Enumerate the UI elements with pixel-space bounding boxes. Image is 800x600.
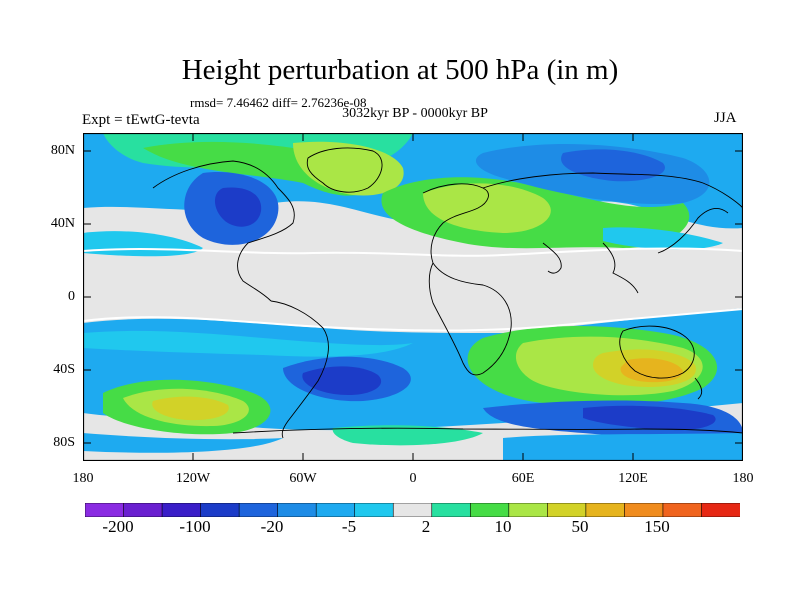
colorbar-label: 2 [421, 517, 431, 536]
coastlines [152, 147, 743, 439]
lat-tick-80s: 80S [53, 435, 75, 450]
lon-tick-180w: 180 [72, 471, 94, 486]
colorbar-swatch [508, 503, 548, 517]
colorbar-swatch [315, 503, 356, 517]
plot-title: Height perturbation at 500 hPa (in m) [181, 54, 619, 86]
colorbar [85, 503, 740, 517]
colorbar-swatch [85, 503, 125, 517]
colorbar-label: 10 [494, 517, 512, 536]
stats-line: rmsd= 7.46462 diff= 2.76236e-08 [190, 95, 367, 110]
lat-tick-40s: 40S [53, 362, 75, 377]
colorbar-swatch [431, 503, 471, 517]
colorbar-label: -5 [341, 517, 357, 536]
colorbar-swatch [701, 503, 740, 517]
lon-tick-60w: 60W [289, 471, 317, 486]
colorbar-swatch [354, 503, 394, 517]
colorbar-swatch [624, 503, 664, 517]
colorbar-swatch [238, 503, 279, 517]
colorbar-swatch [662, 503, 703, 517]
colorbar-swatch [161, 503, 202, 517]
contour-fields [83, 133, 743, 461]
colorbar-swatch [123, 503, 163, 517]
lat-tick-40n: 40N [50, 216, 75, 231]
lat-tick-0: 0 [68, 289, 75, 304]
colorbar-swatch [200, 503, 240, 517]
colorbar-swatch [547, 503, 587, 517]
experiment-label: Expt = tEwtG-tevta [82, 112, 200, 128]
lon-tick-120e: 120E [618, 471, 648, 486]
lon-tick-180e: 180 [732, 471, 754, 486]
colorbar-swatch [392, 503, 433, 517]
colorbar-label: -200 [102, 517, 134, 536]
colorbar-label: -20 [260, 517, 284, 536]
colorbar-label: 150 [644, 517, 670, 536]
plot-subtitle: 3032kyr BP - 0000kyr BP [342, 106, 488, 121]
lon-tick-120w: 120W [175, 471, 211, 486]
season-label: JJA [714, 110, 737, 126]
map-plot [83, 133, 743, 461]
lat-tick-80n: 80N [50, 143, 75, 158]
colorbar-label: 50 [571, 517, 589, 536]
axis-ticks [83, 133, 743, 461]
colorbar-swatch [469, 503, 510, 517]
lon-tick-0: 0 [409, 471, 417, 486]
lon-tick-60e: 60E [511, 471, 535, 486]
colorbar-swatch [277, 503, 317, 517]
colorbar-label: -100 [179, 517, 211, 536]
colorbar-swatch [585, 503, 626, 517]
